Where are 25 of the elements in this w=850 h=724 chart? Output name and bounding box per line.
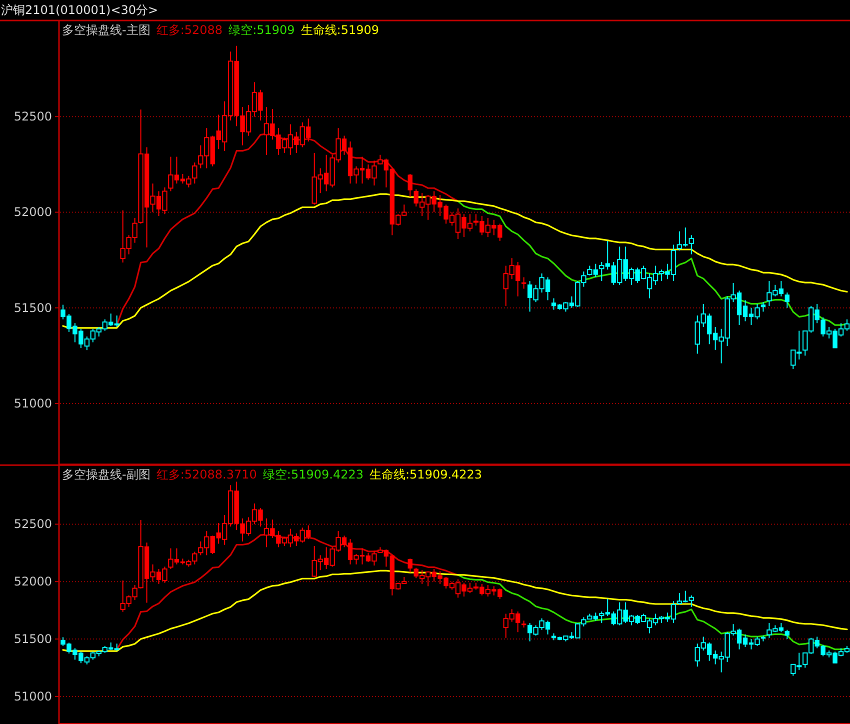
- candlestick: [408, 173, 412, 198]
- text: 生命线:51909: [300, 23, 379, 37]
- text: 绿空:51909.4223: [262, 468, 364, 482]
- y-tick-label: 51000: [14, 689, 52, 704]
- candlestick: [784, 629, 790, 640]
- text: 绿空:51909: [228, 23, 295, 37]
- text: 红多:52088: [156, 23, 223, 37]
- candlestick: [192, 162, 198, 184]
- y-tick-label: 52000: [14, 574, 52, 589]
- candlestick: [784, 292, 790, 308]
- y-tick-label: 51000: [14, 396, 52, 410]
- y-tick-label: 52500: [14, 517, 52, 532]
- candlestick: [521, 276, 526, 290]
- text: 红多:52088.3710: [156, 468, 257, 482]
- candlestick: [688, 234, 694, 255]
- y-tick-label: 51500: [14, 632, 52, 646]
- chart-title: 沪铜2101(010001)<30分>: [1, 3, 158, 17]
- chart-subtitle: 多空操盘线-主图: [62, 23, 150, 37]
- chart-subtitle: 多空操盘线-副图: [62, 468, 150, 482]
- y-tick-label: 52000: [14, 205, 52, 220]
- y-tick-label: 51500: [14, 300, 52, 315]
- text: 生命线:51909.4223: [370, 468, 482, 482]
- candlestick: [408, 558, 412, 573]
- candlestick: [760, 302, 766, 312]
- y-tick-label: 52500: [14, 110, 52, 124]
